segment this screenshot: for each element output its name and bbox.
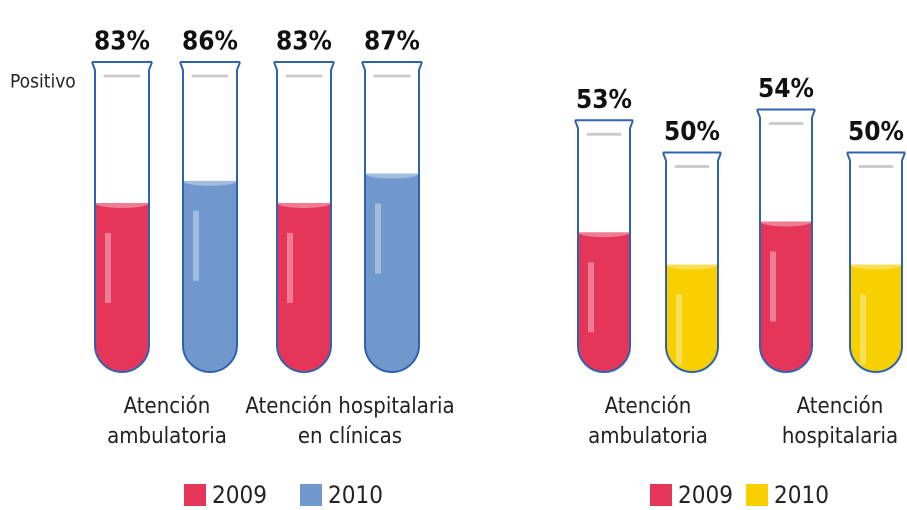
liquid [666,264,718,372]
liquid-surface [578,227,630,238]
highlight [860,294,866,365]
highlight [770,251,776,322]
legend-swatch [184,484,206,506]
legend-swatch [650,484,672,506]
value-label: 83% [94,27,150,57]
legend-swatch [300,484,322,506]
x-tick-label: Atención hospitalaria [781,394,899,449]
tube [91,61,153,373]
value-label: 83% [276,27,332,57]
highlight [375,203,381,274]
liquid-surface [666,259,718,270]
tube [574,119,634,373]
highlight [105,232,111,303]
x-tick-label: Atención ambulatoria [107,394,227,449]
tube [179,61,241,373]
liquid-surface [95,197,149,208]
liquid [578,232,630,372]
legend-label: 2010 [774,481,829,509]
liquid [95,202,149,372]
liquid-surface [850,259,902,270]
tube [846,152,906,373]
tube [662,152,722,373]
liquid-surface [183,175,237,186]
value-label: 53% [576,85,632,115]
liquid [365,173,419,372]
value-label: 87% [364,27,420,57]
legend-label: 2010 [328,481,383,509]
highlight [287,232,293,303]
value-label: 54% [758,74,814,104]
liquid [183,180,237,372]
liquid [850,264,902,372]
value-label: 50% [664,117,720,147]
value-label: 86% [182,27,238,57]
tube [361,61,423,373]
legend-label: 2009 [212,481,267,509]
liquid-surface [760,216,812,227]
highlight [193,210,199,281]
legend-label: 2009 [678,481,733,509]
liquid [277,202,331,372]
highlight [676,294,682,365]
liquid-surface [277,197,331,208]
liquid-surface [365,168,419,179]
x-tick-label: Atención hospitalaria en clínicas [245,394,455,449]
liquid [760,221,812,372]
highlight [588,262,594,333]
value-label: 50% [848,117,904,147]
x-tick-label: Atención ambulatoria [588,394,708,449]
tube [756,109,816,373]
y-label: Positivo [10,71,76,93]
legend-swatch [746,484,768,506]
tube [273,61,335,373]
